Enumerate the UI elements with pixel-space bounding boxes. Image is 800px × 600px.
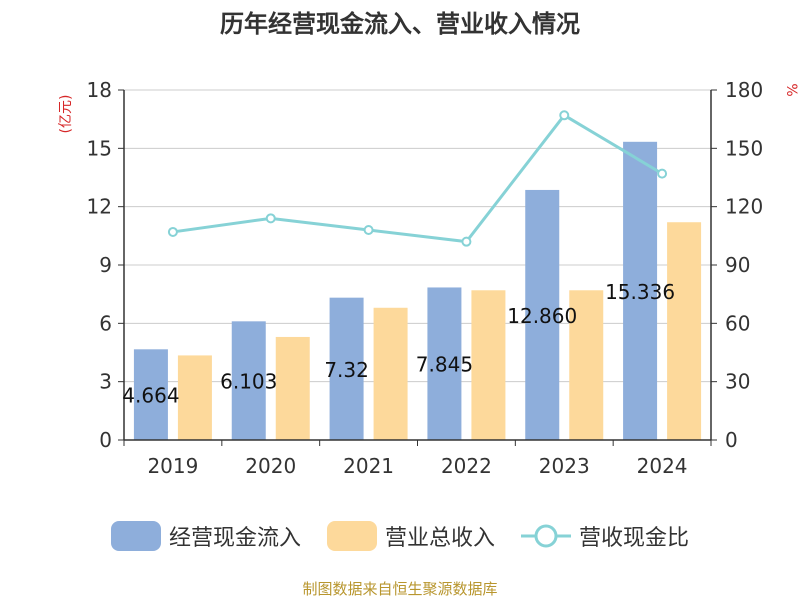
revenue-bar xyxy=(275,336,310,440)
legend-label-ratio: 营收现金比 xyxy=(579,526,690,551)
right-tick-label: 120 xyxy=(725,195,763,219)
revenue-bar xyxy=(177,355,212,440)
cash-inflow-data-label: 12.860 xyxy=(507,304,577,328)
cash-inflow-data-label: 7.845 xyxy=(416,353,473,377)
x-tick-label: 2020 xyxy=(245,454,296,478)
revenue-bar xyxy=(373,307,408,440)
x-tick-label: 2024 xyxy=(637,454,688,478)
revenue-swatch-icon xyxy=(326,521,377,551)
cash-inflow-bar xyxy=(231,321,266,440)
left-tick-label: 18 xyxy=(87,78,112,102)
cash-inflow-data-label: 4.664 xyxy=(122,384,179,408)
revenue-bar xyxy=(667,222,702,440)
chart-title: 历年经营现金流入、营业收入情况 xyxy=(220,10,580,38)
left-tick-label: 0 xyxy=(99,428,112,452)
left-tick-label: 15 xyxy=(87,136,112,160)
right-tick-label: 60 xyxy=(725,311,750,335)
cash-inflow-data-label: 7.32 xyxy=(324,358,369,382)
revenue-bar xyxy=(569,290,604,440)
cash-inflow-data-label: 6.103 xyxy=(220,370,277,394)
ratio-point xyxy=(559,110,570,121)
cash-inflow-bar xyxy=(329,297,364,440)
legend-item-ratio[interactable]: 营收现金比 xyxy=(521,520,689,552)
cash-inflow-bar xyxy=(427,287,462,440)
right-tick-label: 30 xyxy=(725,370,750,394)
right-tick-label: 0 xyxy=(725,428,738,452)
chart-legend: 经营现金流入 营业总收入 营收现金比 xyxy=(0,516,800,556)
left-tick-label: 9 xyxy=(99,253,112,277)
cash-inflow-bar xyxy=(133,349,168,440)
source-note: 制图数据来自恒生聚源数据库 xyxy=(302,580,498,598)
ratio-point xyxy=(265,213,276,224)
right-tick-label: 180 xyxy=(725,78,763,102)
ratio-point xyxy=(167,226,178,237)
right-tick-label: 150 xyxy=(725,136,763,160)
right-tick-label: 90 xyxy=(725,253,750,277)
x-tick-label: 2023 xyxy=(539,454,590,478)
ratio-line xyxy=(172,113,663,244)
cash-inflow-bar xyxy=(623,141,658,441)
x-tick-label: 2022 xyxy=(441,454,492,478)
legend-item-revenue[interactable]: 营业总收入 xyxy=(326,520,495,552)
ratio-point xyxy=(461,236,472,247)
legend-item-cash-inflow[interactable]: 经营现金流入 xyxy=(110,520,301,552)
right-axis-unit: % xyxy=(783,83,799,96)
x-tick-label: 2021 xyxy=(343,454,394,478)
left-tick-label: 12 xyxy=(87,195,112,219)
cash-inflow-swatch-icon xyxy=(110,521,161,551)
ratio-line-marker-icon xyxy=(521,524,571,548)
cash-inflow-data-label: 15.336 xyxy=(605,280,675,304)
left-tick-label: 3 xyxy=(99,370,112,394)
left-tick-label: 6 xyxy=(99,311,112,335)
revenue-bar xyxy=(471,290,506,440)
legend-label-revenue: 营业总收入 xyxy=(384,526,495,551)
x-tick-label: 2019 xyxy=(147,454,198,478)
ratio-point xyxy=(363,225,374,235)
cash-inflow-bar xyxy=(525,189,560,440)
left-axis-unit: (亿元) xyxy=(58,95,74,134)
legend-label-cash-inflow: 经营现金流入 xyxy=(168,526,301,551)
ratio-point xyxy=(657,168,668,179)
